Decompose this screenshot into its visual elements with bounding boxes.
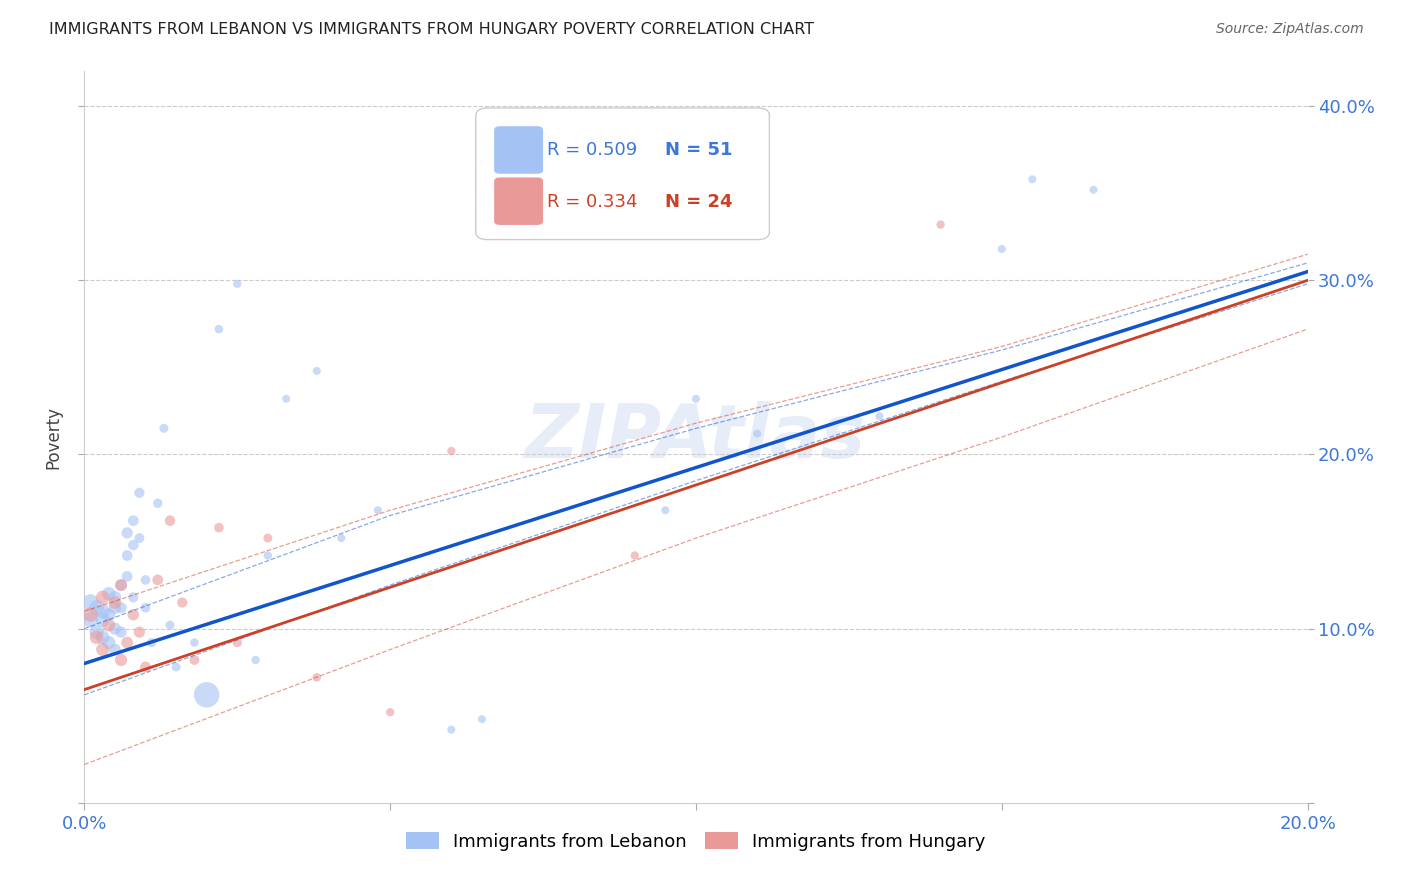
Point	[135, 573, 157, 587]
Point	[330, 531, 353, 545]
Point	[115, 549, 138, 563]
Point	[110, 578, 132, 592]
Text: R = 0.334: R = 0.334	[547, 193, 637, 211]
Point	[135, 600, 157, 615]
Point	[91, 613, 114, 627]
Point	[86, 631, 108, 645]
Point	[257, 531, 280, 545]
Y-axis label: Poverty: Poverty	[45, 406, 63, 468]
Point	[86, 625, 108, 640]
Point	[183, 635, 205, 649]
Point	[135, 660, 157, 674]
Point	[115, 635, 138, 649]
Point	[115, 525, 138, 540]
Point	[153, 421, 176, 435]
Point	[1083, 183, 1105, 197]
Point	[685, 392, 707, 406]
Point	[97, 607, 120, 622]
Point	[110, 578, 132, 592]
Point	[159, 618, 181, 632]
Point	[146, 496, 169, 510]
FancyBboxPatch shape	[494, 178, 543, 225]
Text: R = 0.509: R = 0.509	[547, 141, 637, 160]
Point	[929, 218, 952, 232]
Point	[104, 622, 127, 636]
Point	[183, 653, 205, 667]
Point	[471, 712, 494, 726]
Text: Source: ZipAtlas.com: Source: ZipAtlas.com	[1216, 22, 1364, 37]
Point	[122, 538, 145, 552]
Point	[257, 549, 280, 563]
Point	[159, 514, 181, 528]
Point	[172, 595, 194, 609]
Point	[747, 426, 769, 441]
Point	[91, 604, 114, 618]
FancyBboxPatch shape	[494, 126, 543, 174]
Point	[226, 277, 249, 291]
Point	[110, 653, 132, 667]
Point	[79, 595, 101, 609]
Text: ZIPAtlas: ZIPAtlas	[526, 401, 866, 474]
Point	[79, 613, 101, 627]
Point	[208, 322, 231, 336]
Point	[110, 600, 132, 615]
Point	[440, 723, 463, 737]
Text: IMMIGRANTS FROM LEBANON VS IMMIGRANTS FROM HUNGARY POVERTY CORRELATION CHART: IMMIGRANTS FROM LEBANON VS IMMIGRANTS FR…	[49, 22, 814, 37]
Point	[104, 595, 127, 609]
Point	[654, 503, 676, 517]
FancyBboxPatch shape	[475, 108, 769, 240]
Point	[208, 521, 231, 535]
Point	[97, 618, 120, 632]
Text: N = 24: N = 24	[665, 193, 733, 211]
Point	[104, 591, 127, 605]
Point	[380, 705, 402, 719]
Point	[97, 635, 120, 649]
Point	[79, 607, 101, 622]
Point	[91, 591, 114, 605]
Point	[122, 514, 145, 528]
Point	[141, 635, 163, 649]
Point	[86, 600, 108, 615]
Point	[1021, 172, 1043, 186]
Point	[305, 364, 328, 378]
Point	[91, 631, 114, 645]
Point	[122, 607, 145, 622]
Point	[440, 444, 463, 458]
Point	[245, 653, 267, 667]
Text: N = 51: N = 51	[665, 141, 733, 160]
Point	[276, 392, 298, 406]
Point	[367, 503, 389, 517]
Point	[128, 531, 150, 545]
Point	[91, 642, 114, 657]
Point	[104, 600, 127, 615]
Point	[305, 670, 328, 684]
Point	[104, 642, 127, 657]
Point	[624, 549, 647, 563]
Point	[146, 573, 169, 587]
Legend: Immigrants from Lebanon, Immigrants from Hungary: Immigrants from Lebanon, Immigrants from…	[398, 822, 994, 860]
Point	[195, 688, 218, 702]
Point	[128, 625, 150, 640]
Point	[122, 591, 145, 605]
Point	[115, 569, 138, 583]
Point	[869, 409, 891, 424]
Point	[110, 625, 132, 640]
Point	[226, 635, 249, 649]
Point	[128, 485, 150, 500]
Point	[97, 587, 120, 601]
Point	[165, 660, 187, 674]
Point	[991, 242, 1014, 256]
